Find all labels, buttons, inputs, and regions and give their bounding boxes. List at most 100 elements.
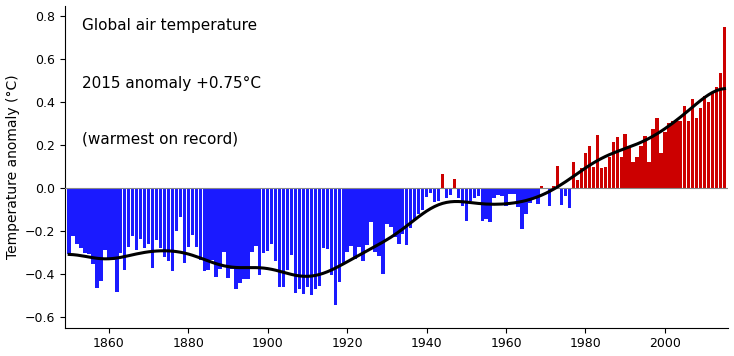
- Bar: [330, 188, 333, 275]
- Bar: [183, 188, 186, 263]
- Bar: [246, 188, 250, 278]
- Bar: [711, 93, 714, 188]
- Bar: [143, 188, 146, 248]
- Bar: [631, 162, 635, 188]
- Bar: [683, 106, 686, 188]
- Bar: [644, 136, 647, 188]
- Bar: [139, 188, 142, 239]
- Text: 2015 anomaly +0.75°C: 2015 anomaly +0.75°C: [81, 77, 261, 91]
- Bar: [203, 188, 206, 271]
- Bar: [333, 188, 337, 305]
- Bar: [127, 188, 131, 247]
- Bar: [219, 188, 222, 269]
- Bar: [437, 188, 440, 201]
- Bar: [393, 188, 396, 237]
- Bar: [592, 167, 595, 188]
- Bar: [357, 188, 361, 247]
- Bar: [349, 188, 353, 246]
- Bar: [234, 188, 238, 289]
- Bar: [616, 137, 619, 188]
- Bar: [250, 188, 253, 252]
- Bar: [222, 188, 226, 252]
- Bar: [476, 188, 480, 196]
- Bar: [84, 188, 87, 252]
- Bar: [421, 188, 424, 210]
- Bar: [326, 188, 329, 249]
- Bar: [671, 121, 675, 188]
- Bar: [552, 185, 556, 188]
- Bar: [445, 188, 448, 198]
- Bar: [186, 188, 190, 247]
- Bar: [639, 146, 643, 188]
- Bar: [611, 142, 615, 188]
- Bar: [608, 157, 611, 188]
- Bar: [520, 188, 523, 229]
- Bar: [366, 188, 368, 246]
- Bar: [695, 118, 698, 188]
- Text: Global air temperature: Global air temperature: [81, 19, 257, 33]
- Bar: [175, 188, 178, 231]
- Bar: [413, 188, 416, 219]
- Bar: [667, 124, 671, 188]
- Bar: [206, 188, 210, 270]
- Bar: [453, 179, 456, 188]
- Bar: [524, 188, 528, 214]
- Bar: [707, 102, 711, 188]
- Bar: [321, 188, 325, 248]
- Bar: [425, 188, 429, 197]
- Bar: [286, 188, 289, 270]
- Bar: [346, 188, 349, 252]
- Bar: [572, 162, 575, 188]
- Bar: [687, 121, 691, 188]
- Bar: [536, 188, 539, 204]
- Bar: [496, 188, 500, 195]
- Bar: [266, 188, 269, 251]
- Bar: [270, 188, 273, 244]
- Bar: [679, 121, 683, 188]
- Bar: [623, 134, 627, 188]
- Bar: [703, 96, 706, 188]
- Bar: [540, 186, 543, 188]
- Bar: [501, 188, 504, 197]
- Bar: [588, 146, 591, 188]
- Bar: [159, 188, 162, 248]
- Bar: [647, 162, 651, 188]
- Text: (warmest on record): (warmest on record): [81, 131, 238, 146]
- Bar: [719, 73, 722, 188]
- Bar: [135, 188, 139, 250]
- Bar: [532, 188, 536, 197]
- Bar: [600, 168, 603, 188]
- Bar: [401, 188, 404, 234]
- Bar: [374, 188, 377, 252]
- Bar: [619, 157, 623, 188]
- Bar: [226, 188, 230, 278]
- Bar: [433, 188, 436, 201]
- Bar: [195, 188, 198, 247]
- Y-axis label: Temperature anomaly (°C): Temperature anomaly (°C): [6, 74, 20, 259]
- Bar: [509, 188, 512, 194]
- Bar: [651, 129, 655, 188]
- Bar: [191, 188, 194, 235]
- Bar: [580, 168, 584, 188]
- Bar: [636, 157, 639, 188]
- Bar: [484, 188, 488, 219]
- Bar: [691, 99, 694, 188]
- Bar: [568, 188, 571, 208]
- Bar: [239, 188, 241, 283]
- Bar: [564, 188, 567, 197]
- Bar: [318, 188, 321, 286]
- Bar: [262, 188, 266, 252]
- Bar: [560, 188, 563, 205]
- Bar: [306, 188, 309, 287]
- Bar: [258, 188, 261, 275]
- Bar: [87, 188, 91, 254]
- Bar: [723, 27, 726, 188]
- Bar: [417, 188, 421, 214]
- Bar: [282, 188, 286, 287]
- Bar: [473, 188, 476, 198]
- Bar: [405, 188, 408, 246]
- Bar: [448, 188, 452, 195]
- Bar: [111, 188, 115, 261]
- Bar: [338, 188, 341, 282]
- Bar: [76, 188, 79, 244]
